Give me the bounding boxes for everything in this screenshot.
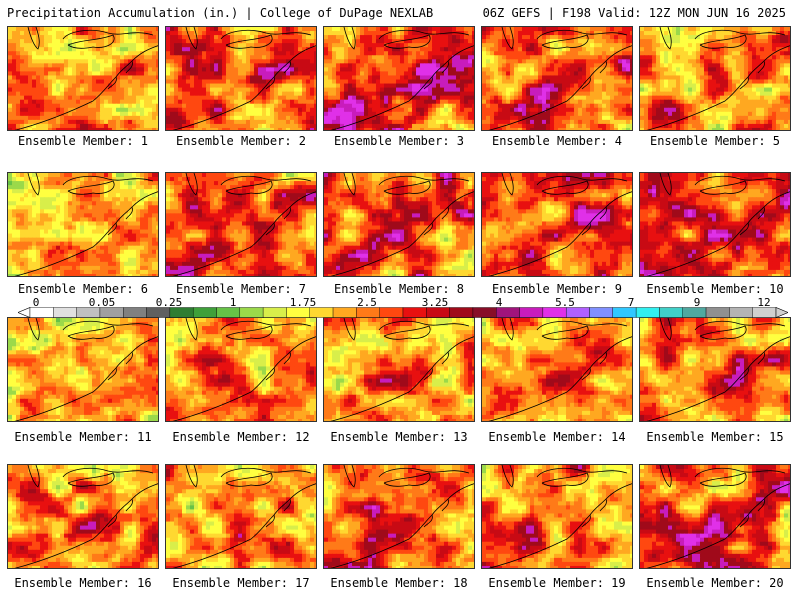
- ensemble-member-caption: Ensemble Member: 4: [491, 134, 623, 148]
- legend-tick-label: 0.05: [88, 296, 116, 309]
- legend-tick-label: 7: [627, 296, 635, 309]
- ensemble-member-caption: Ensemble Member: 20: [646, 576, 784, 590]
- ensemble-member-map: [7, 317, 159, 422]
- ensemble-member-map: [7, 464, 159, 569]
- ensemble-member-caption: Ensemble Member: 18: [330, 576, 468, 590]
- legend-tick-label: 3.25: [421, 296, 449, 309]
- ensemble-member-caption: Ensemble Member: 2: [175, 134, 307, 148]
- legend-tick-label: 4: [495, 296, 503, 309]
- ensemble-member-caption: Ensemble Member: 3: [333, 134, 465, 148]
- ensemble-member-caption: Ensemble Member: 15: [646, 430, 784, 444]
- ensemble-member-map: [323, 317, 475, 422]
- ensemble-member-map: [323, 26, 475, 131]
- legend-tick-label: 1.75: [289, 296, 317, 309]
- ensemble-member-caption: Ensemble Member: 6: [17, 282, 149, 296]
- ensemble-member-map: [165, 26, 317, 131]
- ensemble-member-map: [165, 464, 317, 569]
- ensemble-member-map: [639, 172, 791, 277]
- legend-tick-label: 2.5: [357, 296, 377, 309]
- legend-tick-label: 0.25: [155, 296, 183, 309]
- ensemble-member-caption: Ensemble Member: 7: [175, 282, 307, 296]
- ensemble-member-caption: Ensemble Member: 9: [491, 282, 623, 296]
- legend-tick-label: 12: [757, 296, 771, 309]
- ensemble-member-map: [323, 464, 475, 569]
- color-legend-bar: [18, 307, 788, 318]
- ensemble-member-map: [481, 464, 633, 569]
- ensemble-member-map: [165, 172, 317, 277]
- ensemble-member-map: [639, 317, 791, 422]
- legend-tick-label: 0: [32, 296, 40, 309]
- ensemble-member-caption: Ensemble Member: 1: [17, 134, 149, 148]
- run-info: 06Z GEFS | F198 Valid: 12Z MON JUN 16 20…: [482, 6, 786, 20]
- ensemble-member-caption: Ensemble Member: 10: [646, 282, 784, 296]
- ensemble-member-map: [481, 172, 633, 277]
- ensemble-member-caption: Ensemble Member: 14: [488, 430, 626, 444]
- legend-tick-label: 5.5: [555, 296, 575, 309]
- ensemble-member-map: [639, 464, 791, 569]
- ensemble-member-caption: Ensemble Member: 19: [488, 576, 626, 590]
- ensemble-member-map: [481, 26, 633, 131]
- ensemble-member-caption: Ensemble Member: 5: [649, 134, 781, 148]
- ensemble-member-caption: Ensemble Member: 12: [172, 430, 310, 444]
- ensemble-member-map: [165, 317, 317, 422]
- ensemble-member-caption: Ensemble Member: 16: [14, 576, 152, 590]
- ensemble-member-map: [639, 26, 791, 131]
- legend-tick-label: 1: [229, 296, 237, 309]
- ensemble-member-caption: Ensemble Member: 13: [330, 430, 468, 444]
- legend-tick-label: 9: [693, 296, 701, 309]
- ensemble-member-map: [323, 172, 475, 277]
- ensemble-member-map: [7, 26, 159, 131]
- ensemble-member-map: [481, 317, 633, 422]
- map-title: Precipitation Accumulation (in.) | Colle…: [7, 6, 434, 20]
- ensemble-member-caption: Ensemble Member: 17: [172, 576, 310, 590]
- ensemble-member-map: [7, 172, 159, 277]
- ensemble-member-caption: Ensemble Member: 11: [14, 430, 152, 444]
- ensemble-member-caption: Ensemble Member: 8: [333, 282, 465, 296]
